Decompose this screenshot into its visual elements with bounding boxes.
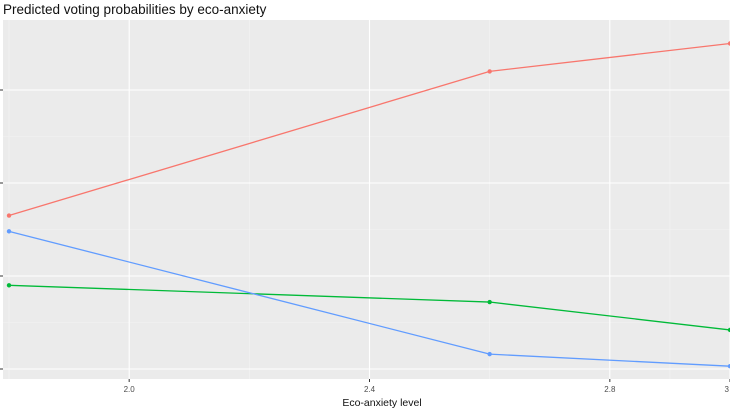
- x-tick-label: 2.0: [124, 385, 136, 394]
- chart-title: Predicted voting probabilities by eco-an…: [3, 2, 267, 17]
- grid-layer: [3, 20, 730, 379]
- x-tick-label: 2.8: [604, 385, 616, 394]
- x-tick-label: 2.4: [364, 385, 376, 394]
- series-layer: [6, 41, 730, 369]
- series-point: [487, 351, 492, 357]
- x-axis-title: Eco-anxiety level: [342, 397, 421, 409]
- series-point: [487, 299, 492, 305]
- series-point: [487, 69, 492, 74]
- series-point: [727, 41, 730, 46]
- series-point: [6, 229, 12, 234]
- series-point: [727, 364, 730, 369]
- series-point: [6, 283, 12, 288]
- series-point: [727, 327, 730, 333]
- x-tick-label: 3: [725, 385, 730, 394]
- plot-panel: [3, 20, 730, 379]
- axis-layer: 2.0 2.4 2.8 3: [0, 89, 730, 394]
- series-point: [6, 213, 12, 218]
